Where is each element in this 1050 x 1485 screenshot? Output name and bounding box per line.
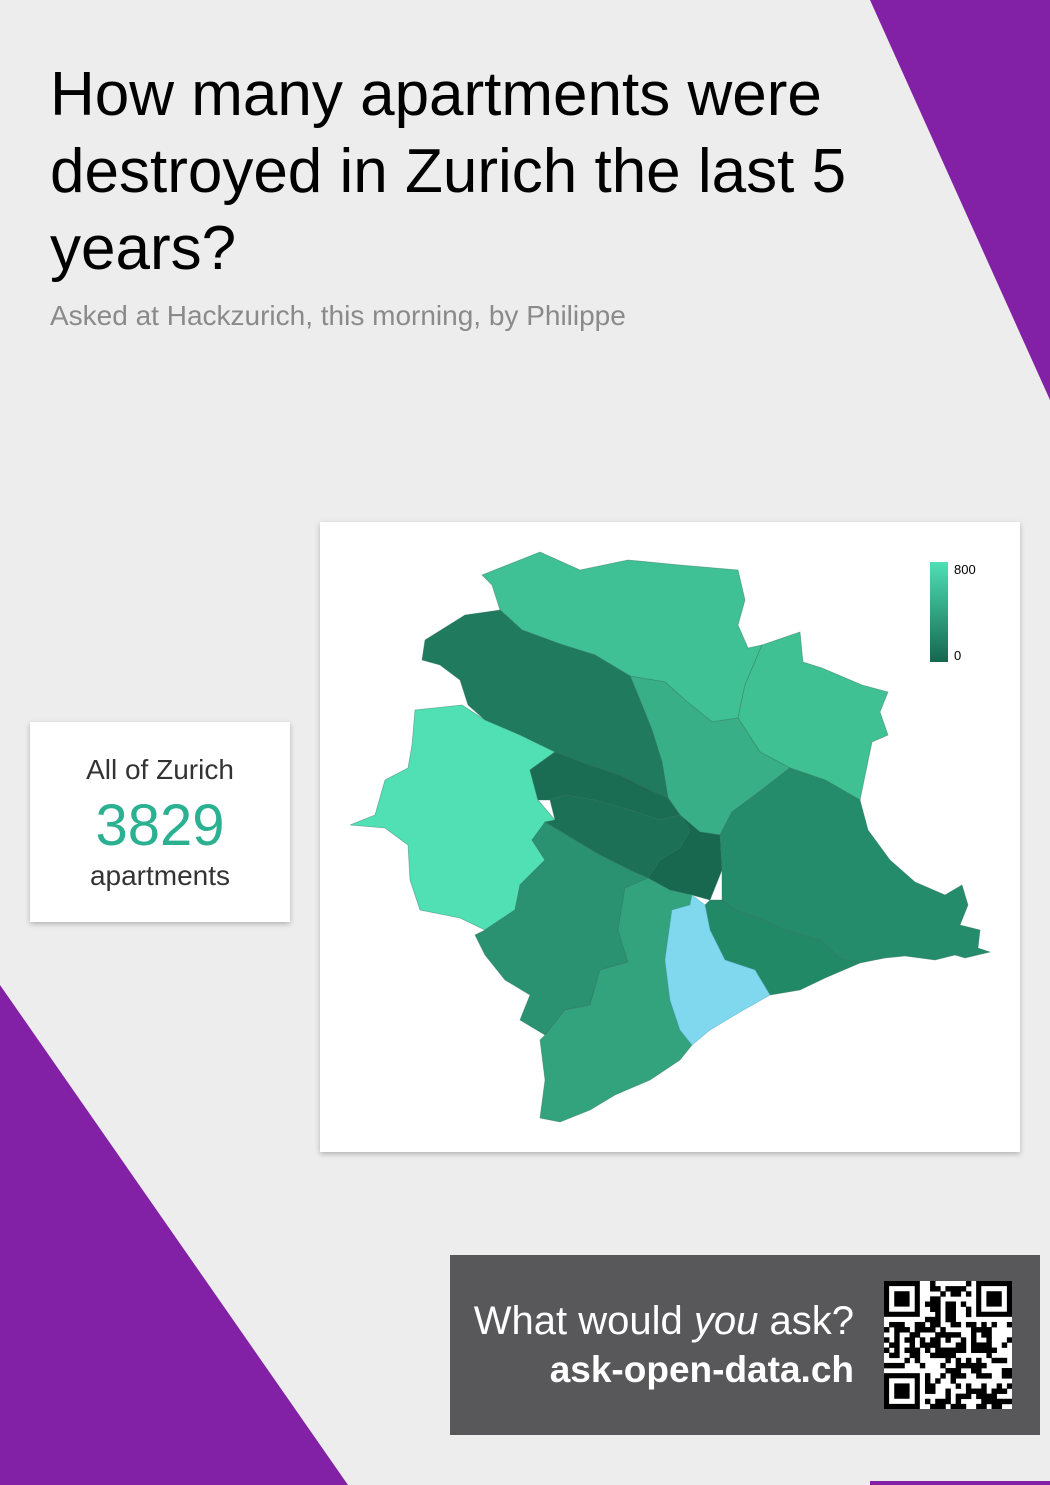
- lake-zurich: [664, 894, 771, 1046]
- qr-code-graphic: [884, 1281, 1013, 1410]
- total-value: 3829: [95, 793, 225, 858]
- qr-code-icon[interactable]: [884, 1281, 1013, 1410]
- district-map: 800 0: [349, 551, 992, 1123]
- district-witikon[interactable]: [719, 767, 992, 964]
- cta-question-suffix: ask?: [758, 1299, 855, 1343]
- legend-color-bar: [930, 562, 948, 662]
- map-card: 800 0: [320, 522, 1020, 1152]
- bottom-right-bar: [870, 1481, 1050, 1485]
- total-label: All of Zurich: [86, 754, 234, 785]
- cta-question-emphasis: you: [693, 1299, 759, 1343]
- cta-url-link[interactable]: ask-open-data.ch: [549, 1349, 854, 1390]
- top-right-stripe: [870, 0, 1050, 400]
- total-unit: apartments: [89, 860, 231, 891]
- page-title: How many apartments were destroyed in Zu…: [50, 60, 847, 283]
- call-to-action-panel: What would you ask? ask-open-data.ch: [450, 1255, 1040, 1435]
- legend-max-label: 800: [954, 562, 976, 577]
- cta-question-prefix: What would: [473, 1299, 694, 1343]
- bottom-left-stripe: [0, 985, 348, 1485]
- legend-min-label: 0: [954, 648, 961, 663]
- total-summary-card: All of Zurich 3829 apartments: [30, 722, 290, 922]
- cta-question: What would you ask?: [474, 1299, 854, 1344]
- page-subtitle: Asked at Hackzurich, this morning, by Ph…: [50, 300, 626, 331]
